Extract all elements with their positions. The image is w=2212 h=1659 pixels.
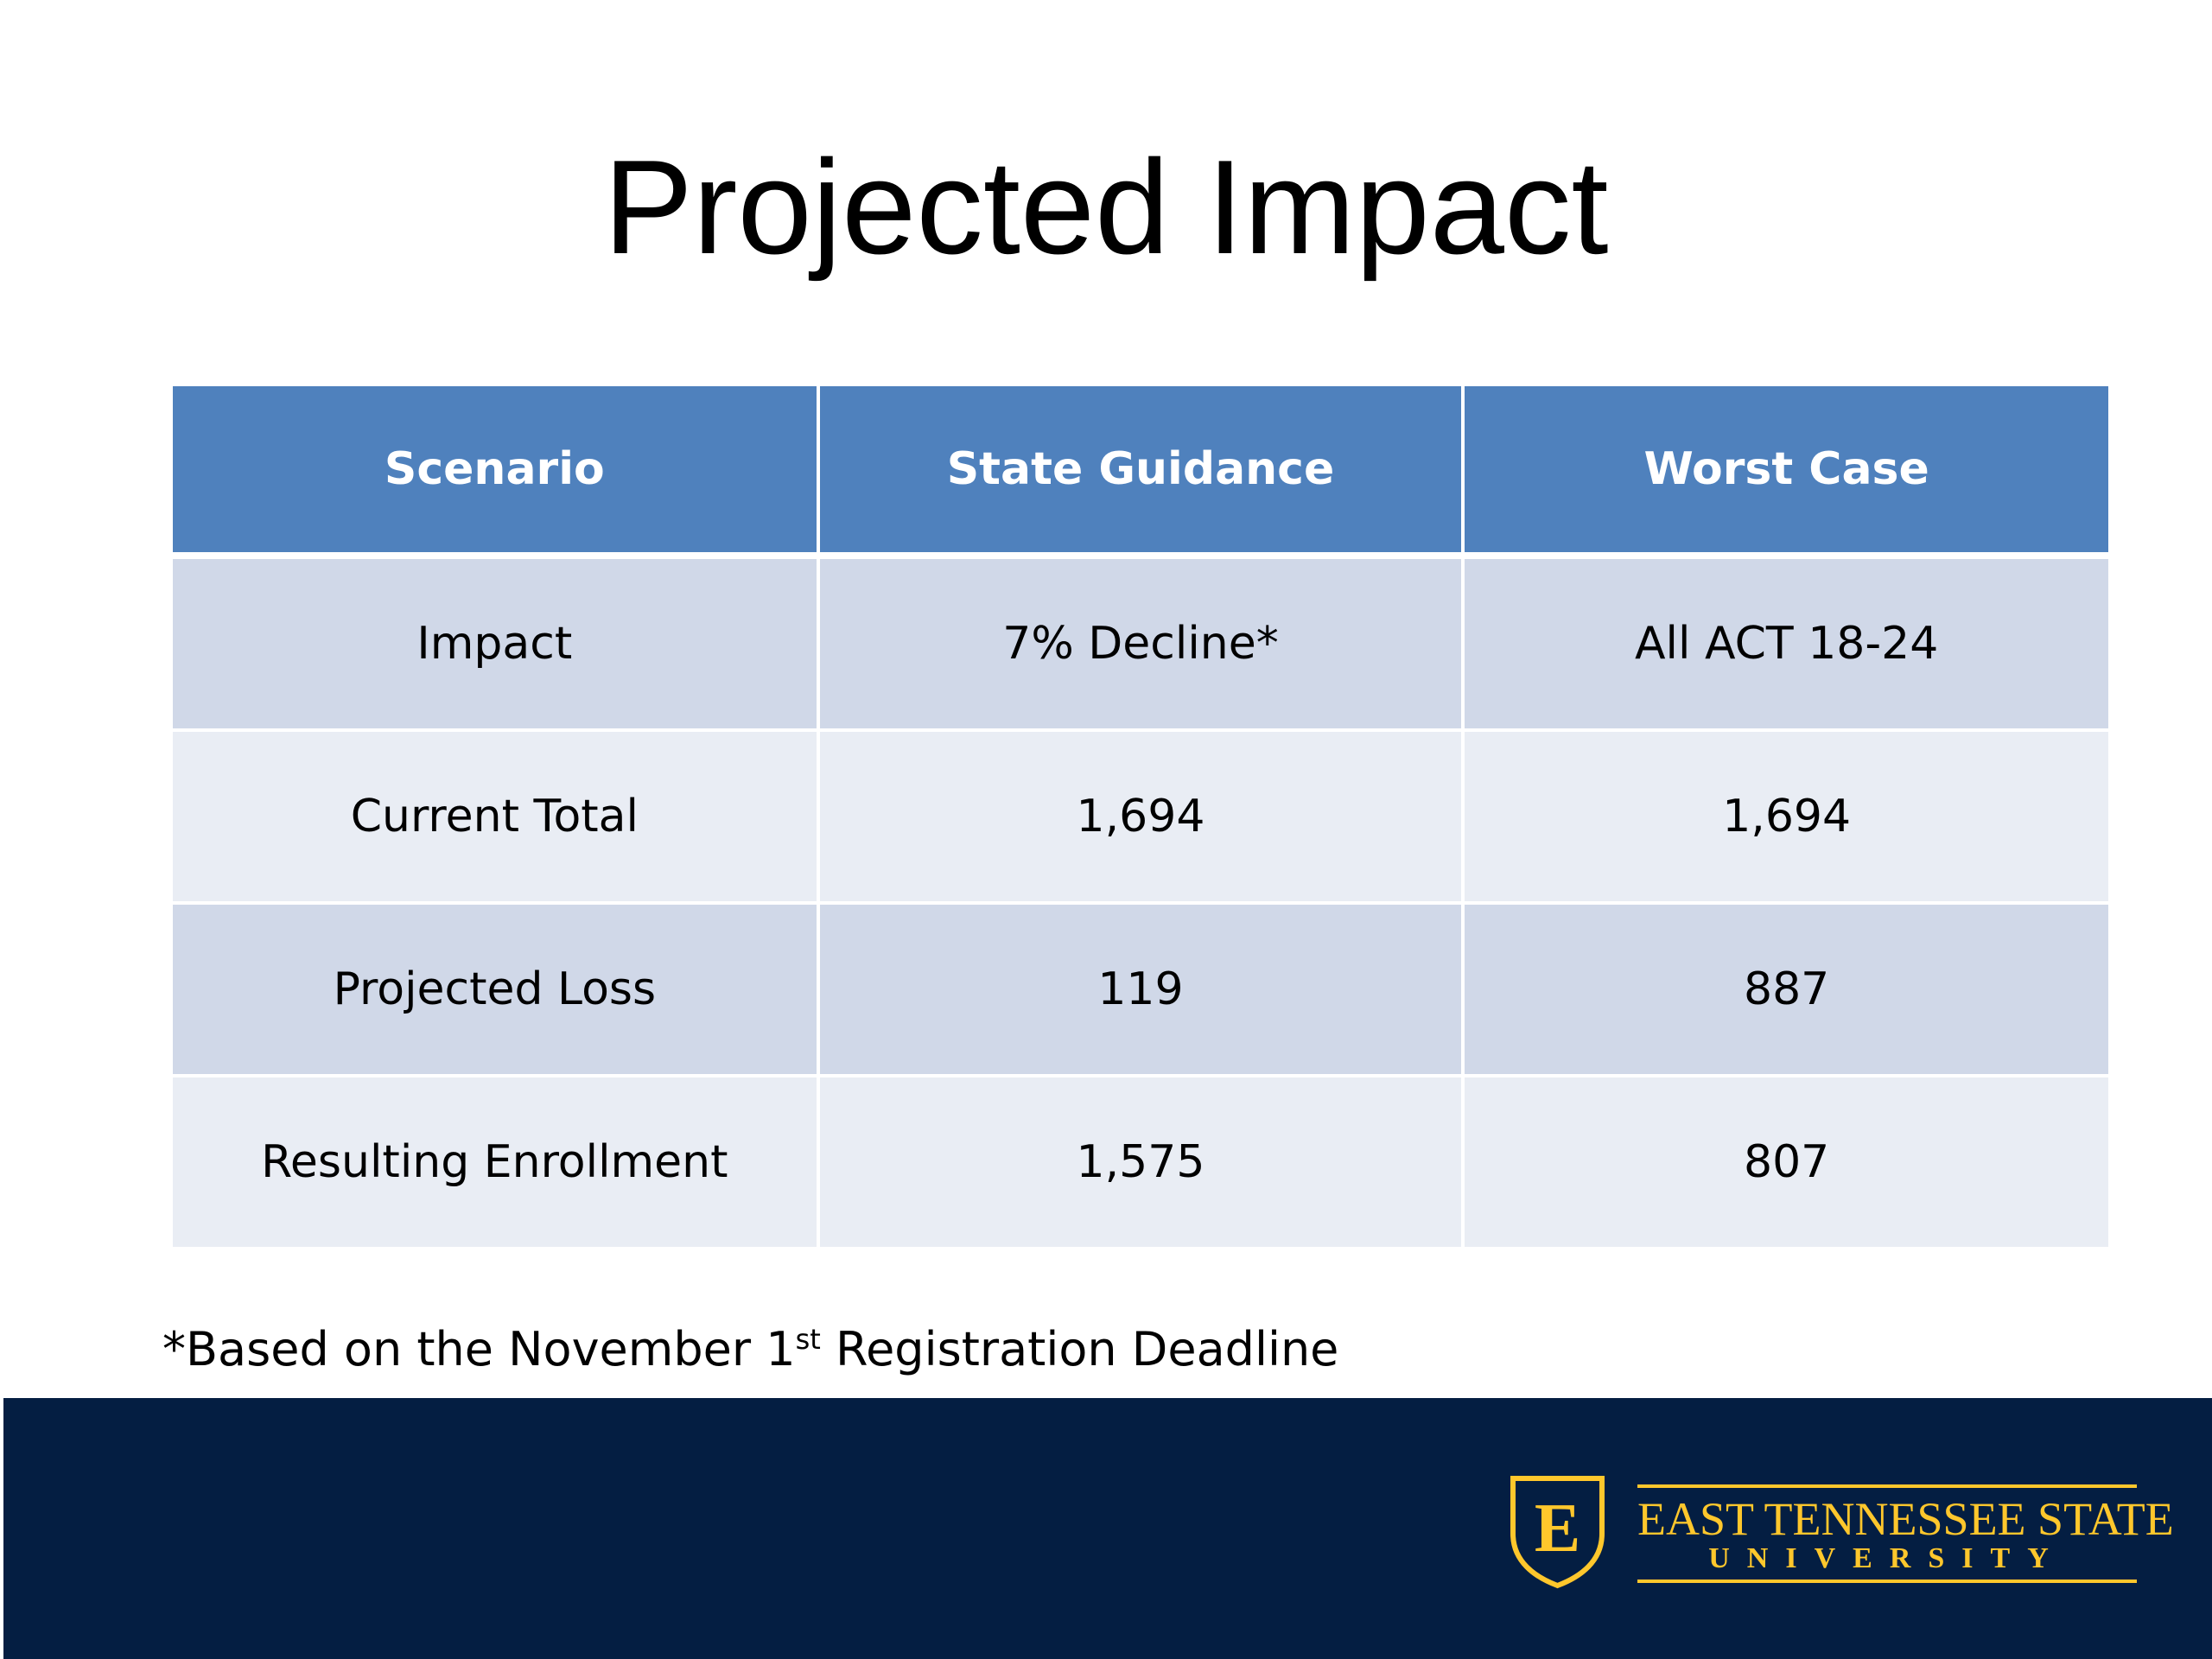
- footer-band: [3, 1398, 2212, 1659]
- worst-case-cell: 1,694: [1461, 730, 2108, 905]
- table-header-row: Scenario State Guidance Worst Case: [173, 386, 2108, 559]
- header-worst-case: Worst Case: [1461, 386, 2108, 559]
- row-label: Current Total: [173, 730, 820, 905]
- footnote-suffix: Registration Deadline: [820, 1322, 1339, 1376]
- footnote-prefix: *Based on the November 1: [162, 1322, 796, 1376]
- slide-title: Projected Impact: [603, 132, 1609, 282]
- etsu-shield-icon: E: [1510, 1476, 1605, 1589]
- header-state-guidance: State Guidance: [816, 386, 1465, 559]
- footnote-superscript: st: [795, 1323, 821, 1356]
- logo-rule-top: [1637, 1484, 2137, 1488]
- footnote: *Based on the November 1st Registration …: [162, 1322, 1338, 1376]
- header-scenario: Scenario: [173, 386, 820, 559]
- row-label: Impact: [173, 556, 820, 732]
- table-row: Current Total 1,694 1,694: [173, 730, 2108, 905]
- table-row: Projected Loss 119 887: [173, 903, 2108, 1077]
- logo-sub: UNIVERSITY: [1708, 1542, 2066, 1574]
- logo-monogram: E: [1535, 1491, 1580, 1567]
- row-label: Projected Loss: [173, 903, 820, 1077]
- logo-name: EAST TENNESSEE STATE: [1637, 1493, 2174, 1545]
- worst-case-cell: All ACT 18-24: [1461, 556, 2108, 732]
- worst-case-cell: 807: [1461, 1076, 2108, 1250]
- row-label: Resulting Enrollment: [173, 1076, 820, 1250]
- state-guidance-cell: 119: [816, 903, 1465, 1077]
- logo-rule-bottom: [1637, 1580, 2137, 1583]
- impact-table: Scenario State Guidance Worst Case Impac…: [173, 386, 2108, 1250]
- state-guidance-cell: 7% Decline*: [816, 556, 1465, 732]
- worst-case-cell: 887: [1461, 903, 2108, 1077]
- table-row: Impact 7% Decline* All ACT 18-24: [173, 556, 2108, 732]
- state-guidance-cell: 1,575: [816, 1076, 1465, 1250]
- table-row: Resulting Enrollment 1,575 807: [173, 1076, 2108, 1250]
- state-guidance-cell: 1,694: [816, 730, 1465, 905]
- university-logo: E EAST TENNESSEE STATE UNIVERSITY: [1508, 1469, 2174, 1590]
